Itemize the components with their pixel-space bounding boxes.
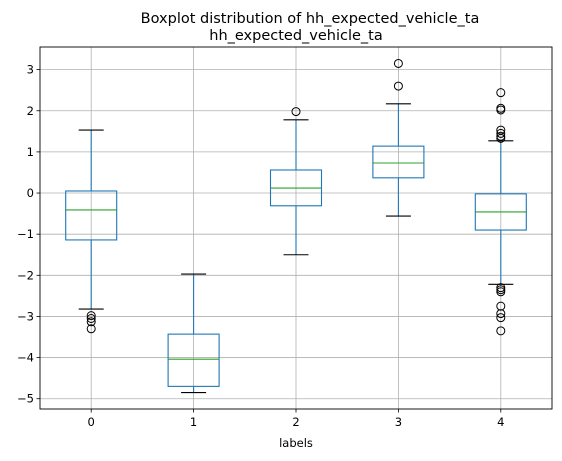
box-3 [372, 58, 425, 217]
outlier-point [86, 311, 96, 321]
outlier-point [496, 128, 506, 138]
outlier-point [496, 105, 506, 115]
box-0 [65, 129, 118, 334]
outlier-point [291, 107, 301, 117]
outlier-point [393, 81, 403, 91]
boxes-layer [65, 58, 527, 394]
outlier-point [496, 309, 506, 319]
outlier-point [496, 287, 506, 297]
chart-title: Boxplot distribution of hh_expected_vehi… [141, 11, 480, 27]
x-axis-label: labels [279, 436, 313, 450]
outlier-point [496, 301, 506, 311]
x-tick-label: 4 [497, 415, 504, 429]
box-2 [269, 107, 323, 256]
y-axis: −5 −4 −3 −2 −1 0 1 2 3 [17, 63, 40, 406]
chart-subtitle: hh_expected_vehicle_ta [209, 28, 383, 44]
box-1 [167, 273, 220, 394]
outlier-point [496, 313, 506, 323]
y-tick-label: −1 [17, 227, 34, 241]
x-tick-label: 0 [88, 415, 95, 429]
y-tick-label: 1 [27, 145, 34, 159]
outlier-point [496, 326, 506, 336]
outlier-point [86, 317, 96, 327]
y-tick-label: −3 [17, 309, 34, 323]
box-iqr [167, 333, 220, 387]
outlier-point [86, 324, 96, 334]
x-tick-label: 2 [292, 415, 299, 429]
y-tick-label: −5 [17, 392, 34, 406]
box-iqr [372, 145, 425, 179]
x-axis: 0 1 2 3 4 [88, 409, 504, 429]
y-tick-label: −2 [17, 268, 34, 282]
y-tick-label: 2 [27, 104, 34, 118]
outlier-point [86, 314, 96, 323]
outlier-point [496, 133, 506, 143]
box-iqr [65, 190, 118, 241]
outlier-point [496, 88, 506, 98]
y-tick-label: 3 [27, 63, 34, 77]
x-tick-label: 3 [395, 415, 402, 429]
y-tick-label: 0 [27, 186, 34, 200]
box-4 [474, 88, 527, 336]
y-tick-label: −4 [17, 351, 34, 365]
x-tick-label: 1 [190, 415, 197, 429]
outlier-point [393, 58, 403, 68]
